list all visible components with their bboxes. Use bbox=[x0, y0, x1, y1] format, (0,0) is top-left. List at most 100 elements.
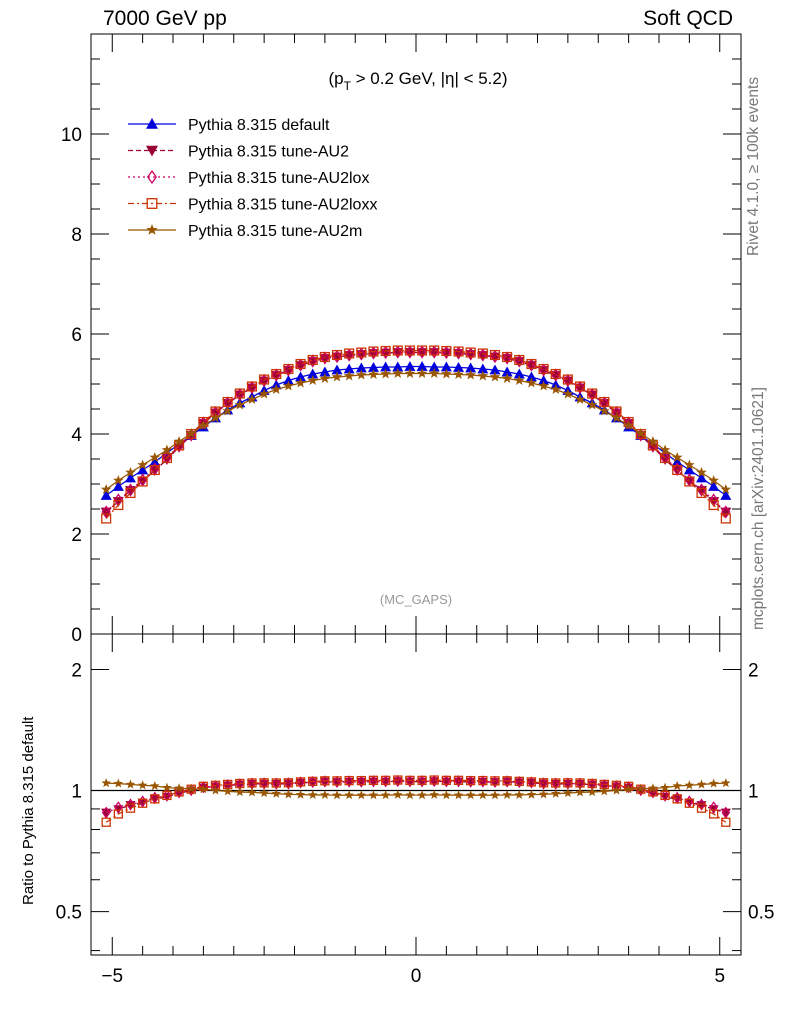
series-1-line bbox=[105, 351, 727, 513]
series-4-point bbox=[210, 412, 221, 423]
ratio-x-tick-label: −5 bbox=[101, 966, 123, 987]
main-y-tick-label: 0 bbox=[71, 625, 82, 646]
series-3-point bbox=[526, 358, 537, 370]
series-3-point bbox=[307, 354, 318, 366]
series-3-point bbox=[149, 464, 160, 476]
series-3-ratio-point bbox=[393, 775, 403, 785]
series-2-ratio-point bbox=[442, 775, 451, 788]
series-3-point bbox=[259, 374, 270, 385]
series-3-point bbox=[101, 513, 112, 524]
series-4-point bbox=[392, 368, 404, 378]
ratio-y-tick-label: 0.5 bbox=[56, 903, 82, 924]
series-2-ratio-point bbox=[697, 798, 706, 811]
series-3-point bbox=[246, 381, 258, 392]
series-4-ratio-point bbox=[441, 790, 452, 800]
series-4-ratio-point bbox=[356, 790, 367, 800]
series-4-point bbox=[477, 370, 489, 381]
series-2-ratio-point bbox=[466, 775, 475, 788]
ratio-y-tick-label-right: 1 bbox=[748, 782, 759, 803]
beam-energy-label: 7000 GeV pp bbox=[103, 7, 227, 30]
series-2-ratio-point bbox=[502, 775, 512, 788]
main-y-tick-label: 6 bbox=[71, 325, 82, 346]
series-2-ratio-point bbox=[514, 775, 524, 789]
series-4-point bbox=[319, 373, 331, 383]
main-y-tick-label: 4 bbox=[71, 425, 82, 446]
series-2-point bbox=[721, 505, 731, 519]
series-2-ratio-point bbox=[308, 775, 318, 789]
series-2-ratio-point bbox=[114, 801, 123, 814]
series-3-ratio-point bbox=[380, 775, 391, 786]
series-3-point bbox=[344, 348, 355, 359]
series-3-point bbox=[417, 345, 428, 356]
series-4-ratio-line bbox=[106, 782, 726, 796]
series-3-point bbox=[271, 368, 282, 380]
series-4-ratio-point bbox=[162, 782, 172, 792]
series-2-line bbox=[105, 351, 727, 513]
series-4-ratio-point bbox=[198, 784, 209, 794]
series-4-point bbox=[708, 475, 719, 485]
series-4-point bbox=[623, 420, 634, 430]
series-4-ratio-point bbox=[137, 780, 148, 790]
series-2-ratio-point bbox=[344, 775, 354, 788]
series-3-ratio-point bbox=[295, 777, 306, 787]
legend: Pythia 8.315 default Pythia 8.315 tune-AU… bbox=[128, 117, 377, 240]
series-4-ratio-point bbox=[417, 790, 427, 800]
series-2-ratio-point bbox=[490, 775, 500, 788]
series-4-point bbox=[271, 384, 282, 394]
series-3-ratio-point bbox=[271, 778, 281, 788]
series-0-point bbox=[100, 490, 112, 500]
series-4-point bbox=[489, 371, 501, 382]
series-2-ratio-point bbox=[429, 774, 439, 788]
series-4-point bbox=[331, 371, 343, 382]
series-4-point bbox=[526, 377, 537, 388]
series-3-ratio-point bbox=[150, 794, 160, 804]
series-3-ratio-point bbox=[721, 817, 731, 827]
series-3-ratio-point bbox=[283, 778, 294, 788]
series-0-point bbox=[392, 361, 404, 372]
ratio-y-tick-label: 1 bbox=[71, 782, 82, 803]
series-4-ratio-point bbox=[478, 790, 488, 800]
series-0-point bbox=[404, 361, 416, 371]
series-3-point bbox=[720, 513, 731, 524]
series-4-ratio-point bbox=[186, 783, 196, 793]
series-2-ratio-point bbox=[381, 775, 390, 788]
series-0-point bbox=[501, 366, 513, 377]
series-0-point bbox=[477, 363, 489, 374]
series-3-point bbox=[477, 348, 488, 359]
series-4-ratio-point bbox=[563, 788, 573, 798]
series-3-point bbox=[356, 347, 367, 358]
series-2-ratio-point bbox=[527, 776, 536, 789]
series-4-point bbox=[198, 420, 209, 430]
series-1-point bbox=[708, 497, 720, 507]
series-1-point bbox=[659, 455, 671, 465]
series-4-ratio-point bbox=[623, 784, 634, 794]
legend-marker-3 bbox=[146, 198, 158, 209]
series-4-point bbox=[295, 377, 306, 388]
series-4-ratio-point bbox=[380, 790, 391, 800]
series-3-point bbox=[319, 351, 330, 363]
series-0-point bbox=[513, 368, 525, 379]
series-2-point bbox=[514, 354, 524, 368]
series-4-point bbox=[465, 369, 476, 380]
series-4-line bbox=[105, 372, 727, 491]
series-2-ratio-group bbox=[101, 774, 731, 819]
series-4-point bbox=[137, 459, 148, 470]
series-4-ratio-point bbox=[514, 789, 525, 799]
series-3-ratio-point bbox=[684, 798, 695, 808]
series-3-point bbox=[502, 351, 513, 363]
series-4-point bbox=[173, 436, 185, 446]
series-4-ratio-point bbox=[575, 787, 585, 797]
series-2-ratio-point bbox=[539, 777, 548, 790]
series-3-point bbox=[404, 345, 415, 356]
series-2-point bbox=[198, 416, 209, 430]
series-3-ratio-point bbox=[696, 803, 707, 813]
series-4-point bbox=[684, 459, 695, 470]
series-4-ratio-point bbox=[587, 787, 597, 797]
series-4-ratio-point bbox=[636, 783, 646, 793]
series-2-point bbox=[417, 345, 427, 359]
legend-marker-2 bbox=[147, 169, 157, 185]
cut-label: (pT > 0.2 GeV, |η| < 5.2) bbox=[328, 69, 507, 93]
cut-label-subscript: T bbox=[344, 79, 352, 93]
ratio-frame-border bbox=[90, 633, 742, 956]
